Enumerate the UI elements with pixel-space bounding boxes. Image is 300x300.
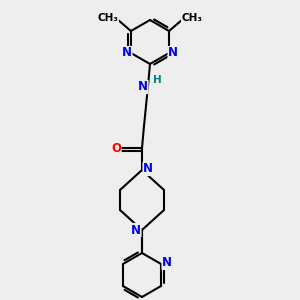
Text: N: N	[143, 163, 153, 176]
Text: O: O	[111, 142, 121, 154]
Text: CH₃: CH₃	[182, 13, 203, 23]
Text: N: N	[138, 80, 148, 94]
Text: H: H	[153, 75, 161, 85]
Text: N: N	[122, 46, 132, 59]
Text: N: N	[162, 256, 172, 269]
Text: CH₃: CH₃	[98, 13, 118, 23]
Text: N: N	[131, 224, 141, 236]
Text: N: N	[168, 46, 178, 59]
